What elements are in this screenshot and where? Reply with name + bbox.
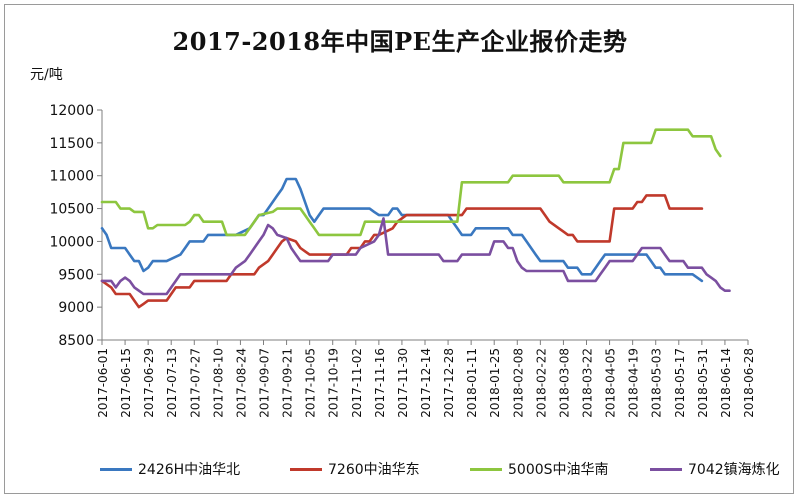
x-tick-label: 2017-08-24: [234, 348, 248, 418]
x-tick-label: 2017-06-29: [142, 348, 156, 418]
x-tick-label: 2017-10-19: [327, 348, 341, 418]
x-tick-label: 2018-06-28: [742, 348, 756, 418]
legend-item-2: 7260中油华东: [290, 456, 420, 482]
legend-swatch: [650, 467, 682, 471]
x-tick-label: 2018-05-03: [650, 348, 664, 418]
x-tick-label: 2017-06-15: [119, 348, 133, 418]
legend-label: 2426H中油华北: [138, 462, 241, 478]
x-tick-label: 2018-05-17: [673, 348, 687, 418]
y-axis-unit: 元/吨: [30, 67, 63, 83]
series-line-2: [100, 194, 704, 309]
x-tick-label: 2017-11-02: [350, 348, 364, 418]
legend-swatch: [470, 467, 502, 471]
legend-label: 7260中油华东: [328, 462, 420, 478]
y-tick-label: 10000: [49, 234, 94, 250]
x-tick-label: 2018-05-31: [696, 348, 710, 418]
chart-title: 2017-2018年中国PE生产企业报价走势: [172, 27, 628, 56]
x-tick-label: 2017-11-30: [396, 348, 410, 418]
x-tick-label: 2017-09-07: [258, 348, 272, 418]
x-tick-label: 2018-01-11: [465, 348, 479, 418]
x-tick-label: 2018-04-19: [627, 348, 641, 418]
x-tick-label: 2017-07-13: [165, 348, 179, 418]
x-tick-label: 2018-03-08: [557, 348, 571, 418]
series-line-1: [100, 177, 704, 283]
legend-swatch: [290, 467, 322, 471]
x-tick-label: 2017-12-14: [419, 348, 433, 418]
x-tick-label: 2017-09-21: [281, 348, 295, 418]
y-tick-label: 8500: [58, 333, 94, 349]
x-tick-label: 2017-06-01: [96, 348, 110, 418]
x-tick-label: 2017-07-27: [188, 348, 202, 418]
series-line-3: [100, 128, 722, 237]
x-tick-label: 2018-03-22: [581, 348, 595, 418]
x-tick-label: 2018-06-14: [719, 348, 733, 418]
x-tick-label: 2017-08-10: [211, 348, 225, 418]
legend-item-4: 7042镇海炼化: [650, 456, 780, 482]
y-tick-label: 10500: [49, 202, 94, 218]
legend-label: 5000S中油华南: [508, 462, 609, 478]
x-tick-label: 2018-01-25: [488, 348, 502, 418]
x-tick-label: 2017-11-16: [373, 348, 387, 418]
legend-swatch: [100, 467, 132, 471]
x-tick-label: 2018-02-08: [511, 348, 525, 418]
y-tick-label: 11500: [49, 136, 94, 152]
legend-item-1: 2426H中油华北: [100, 456, 240, 482]
y-tick-label: 9500: [58, 267, 94, 283]
x-tick-label: 2018-02-22: [534, 348, 548, 418]
y-tick-label: 11000: [49, 169, 94, 185]
x-tick-label: 2017-12-28: [442, 348, 456, 418]
y-tick-label: 12000: [49, 103, 94, 119]
legend-item-3: 5000S中油华南: [470, 456, 609, 482]
y-tick-label: 9000: [58, 300, 94, 316]
chart-legend: 2426H中油华北 7260中油华东 5000S中油华南 7042镇海炼化: [0, 456, 800, 482]
legend-label: 7042镇海炼化: [688, 462, 780, 478]
x-tick-label: 2018-04-05: [604, 348, 618, 418]
series-line-4: [100, 217, 731, 296]
x-tick-label: 2017-10-05: [304, 348, 318, 418]
